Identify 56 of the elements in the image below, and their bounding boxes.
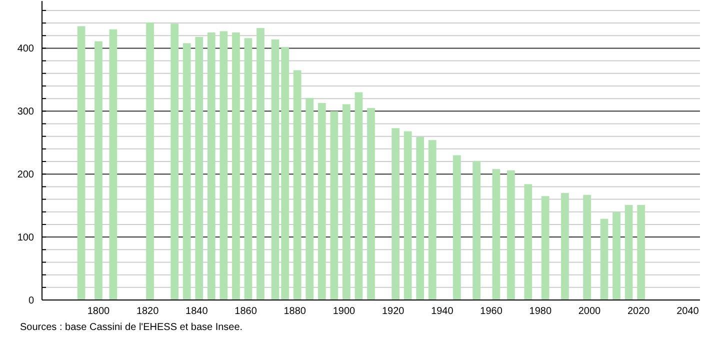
x-tick-label: 2000 [578,306,602,317]
y-tick-label: 100 [17,232,34,244]
x-tick-label: 2040 [676,306,700,317]
bar [256,28,264,300]
bar [507,170,515,300]
x-tick-label: 1960 [480,306,503,317]
bar [624,204,633,300]
y-tick-label: 400 [17,44,34,55]
bar [561,192,569,300]
x-tick-label: 1860 [234,306,258,317]
bar [281,46,289,300]
x-tick-label: 1840 [186,306,208,317]
bar [453,155,461,300]
bar [271,39,280,300]
bar [195,36,204,300]
bar [637,204,646,300]
x-tick-label: 1820 [136,306,160,317]
bar [416,136,424,300]
bar [220,31,228,300]
bar [541,196,550,300]
bar [392,128,400,300]
x-tick-label: 1980 [529,306,552,317]
bar [330,111,338,300]
bar [367,108,375,300]
source-note: Sources : base Cassini de l'EHESS et base Insee. [20,322,243,333]
bar [472,160,481,300]
bar [342,104,350,300]
bar [146,22,154,300]
bar [612,212,620,300]
bar [77,26,86,300]
y-tick-label: 0 [28,296,34,306]
x-tick-label: 1880 [284,306,306,317]
x-tick-label: 1800 [87,306,110,317]
bar [492,169,500,300]
bar [232,32,240,300]
bar [428,140,436,300]
bar [354,92,363,300]
bar [94,41,102,300]
bar [318,102,326,300]
bar [583,194,591,300]
bar [170,24,179,300]
bar [293,70,302,300]
bar [207,32,216,300]
x-tick-label: 1920 [382,306,405,317]
bar [404,131,412,300]
bar [600,218,608,300]
x-tick-label: 1940 [431,306,454,317]
bar [524,184,532,300]
x-tick-label: 1900 [332,306,356,317]
bar [109,29,118,300]
bar [182,43,191,300]
bar [244,38,252,300]
y-tick-label: 200 [17,170,34,181]
bar [306,98,314,300]
x-tick-label: 2020 [627,306,650,317]
y-tick-label: 300 [17,106,34,118]
